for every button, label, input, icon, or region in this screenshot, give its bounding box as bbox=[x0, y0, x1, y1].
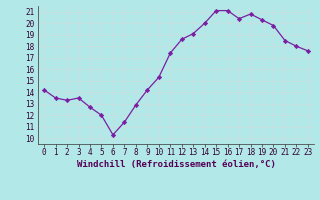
X-axis label: Windchill (Refroidissement éolien,°C): Windchill (Refroidissement éolien,°C) bbox=[76, 160, 276, 169]
